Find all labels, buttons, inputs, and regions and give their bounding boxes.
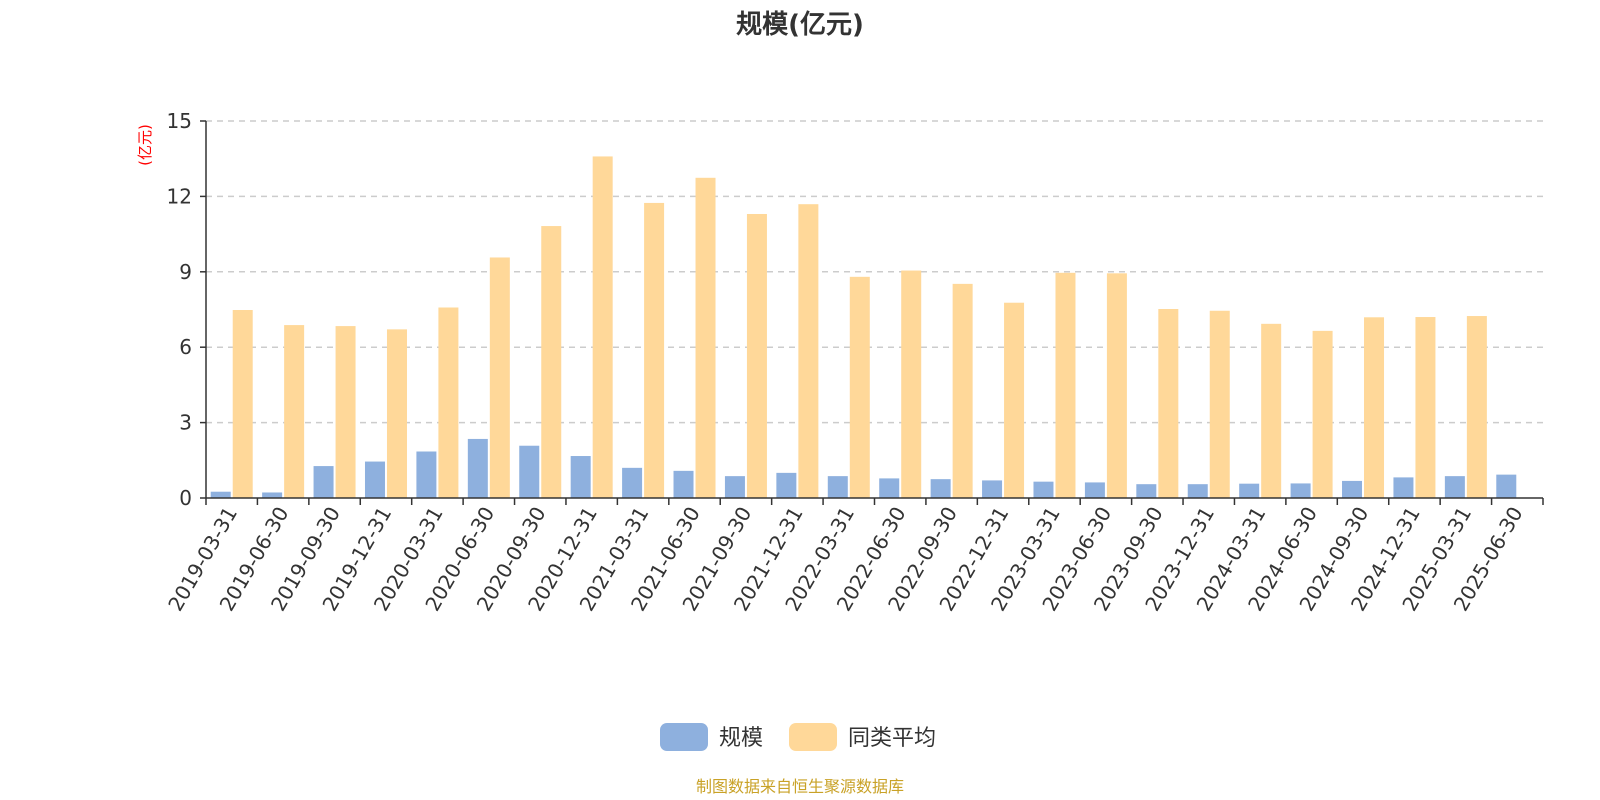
bar-scale	[724, 476, 745, 498]
bar-peer-average	[1466, 316, 1487, 498]
bar-scale	[622, 467, 643, 498]
bar-scale	[1187, 484, 1208, 498]
bar-peer-average	[1158, 308, 1179, 498]
bar-peer-average	[1312, 330, 1333, 498]
bar-peer-average	[644, 202, 665, 498]
bar-scale	[1033, 481, 1054, 498]
bar-scale	[1444, 476, 1465, 498]
bar-scale	[1084, 482, 1105, 498]
bar-scale	[1342, 480, 1363, 498]
bar-scale	[416, 451, 437, 498]
bar-peer-average	[1364, 317, 1385, 498]
data-source-note: 制图数据来自恒生聚源数据库	[696, 777, 904, 796]
bar-scale	[827, 476, 848, 498]
bar-scale	[673, 470, 694, 498]
bars	[210, 156, 1517, 499]
bar-peer-average	[1055, 272, 1076, 498]
bar-peer-average	[1415, 317, 1436, 498]
bar-scale	[1136, 484, 1157, 498]
y-tick-label: 12	[167, 184, 192, 208]
bar-scale	[519, 445, 540, 498]
y-tick-label: 3	[179, 411, 192, 435]
bar-peer-average	[592, 156, 613, 499]
bar-scale	[364, 461, 385, 498]
bar-peer-average	[746, 213, 767, 498]
bar-peer-average	[952, 283, 973, 498]
bar-scale	[982, 480, 1003, 498]
bar-scale	[776, 472, 797, 498]
bar-scale	[1393, 477, 1414, 498]
bar-peer-average	[1004, 302, 1025, 498]
bar-scale	[930, 479, 951, 498]
bar-peer-average	[849, 276, 870, 498]
y-tick-label: 15	[167, 109, 192, 133]
y-axis-unit-label: (亿元)	[136, 124, 154, 166]
bar-scale	[1239, 483, 1260, 498]
bar-scale	[313, 466, 334, 498]
bar-peer-average	[541, 226, 562, 499]
bar-peer-average	[232, 310, 253, 498]
bar-scale	[467, 438, 488, 498]
y-tick-label: 6	[179, 335, 192, 359]
bar-peer-average	[695, 177, 716, 498]
bar-peer-average	[798, 204, 819, 498]
legend[interactable]: 规模 同类平均	[660, 723, 936, 751]
bar-scale	[1496, 474, 1517, 498]
bar-peer-average	[901, 270, 922, 498]
legend-swatch-scale	[660, 723, 708, 751]
legend-label-peer-average: 同类平均	[848, 726, 936, 751]
bar-scale	[210, 491, 231, 498]
bar-peer-average	[386, 329, 407, 498]
bar-peer-average	[489, 257, 510, 498]
bar-peer-average	[438, 307, 459, 498]
bar-peer-average	[284, 325, 305, 498]
chart-title: 规模(亿元)	[736, 10, 864, 40]
bar-scale	[1290, 483, 1311, 498]
bar-peer-average	[1261, 323, 1282, 498]
bar-peer-average	[1209, 310, 1230, 498]
legend-item-scale[interactable]: 规模	[660, 723, 763, 751]
legend-item-peer-average[interactable]: 同类平均	[789, 723, 936, 751]
bar-peer-average	[1106, 273, 1127, 498]
bar-scale	[879, 478, 900, 498]
legend-swatch-peer-average	[789, 723, 837, 751]
bar-peer-average	[335, 326, 356, 498]
y-tick-label: 0	[179, 486, 192, 510]
legend-label-scale: 规模	[719, 726, 763, 751]
bar-scale	[570, 456, 591, 498]
bar-scale	[262, 492, 283, 498]
y-tick-label: 9	[179, 260, 192, 284]
